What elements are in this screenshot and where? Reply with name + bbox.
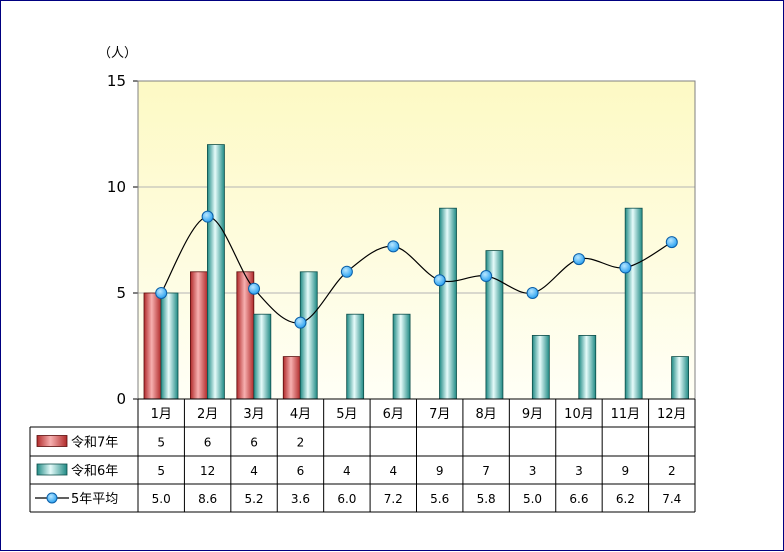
point-5yr-average-6月 xyxy=(387,240,400,253)
point-5yr-average-1月 xyxy=(155,287,168,299)
data-label: 4 xyxy=(343,464,351,478)
bar-reiwa6-3月 xyxy=(253,313,272,400)
legend-label: 令和7年 xyxy=(71,436,118,451)
data-label: 3.6 xyxy=(291,492,310,506)
data-label: 5.8 xyxy=(477,492,496,506)
data-label: 3 xyxy=(575,464,583,478)
point-5yr-average-9月 xyxy=(526,287,539,299)
bar-reiwa6-7月 xyxy=(439,207,457,400)
y-tick-label: 15 xyxy=(107,72,126,90)
bar-reiwa6-4月 xyxy=(299,271,318,400)
data-label: 5.6 xyxy=(430,492,449,506)
y-tick-label: 0 xyxy=(116,390,126,408)
bar-reiwa6-2月 xyxy=(207,144,225,400)
x-tick-label: 8月 xyxy=(475,407,496,422)
plot-area xyxy=(138,81,695,399)
bars xyxy=(143,144,689,400)
x-tick-label: 4月 xyxy=(290,407,311,422)
line-markers xyxy=(155,210,678,329)
legend-label: 令和6年 xyxy=(71,464,118,479)
x-tick-label: 11月 xyxy=(611,407,641,422)
bar-reiwa6-10月 xyxy=(578,334,597,400)
x-tick-label: 7月 xyxy=(429,407,450,422)
x-tick-label: 1月 xyxy=(151,407,172,422)
data-label: 8.6 xyxy=(198,492,217,506)
bar-reiwa6-1月 xyxy=(160,292,179,400)
bar-reiwa6-5月 xyxy=(346,313,365,400)
data-label: 6.0 xyxy=(337,492,356,506)
legend-marker-5yr-average xyxy=(46,492,58,504)
data-label: 6 xyxy=(204,436,212,450)
data-label: 7 xyxy=(482,464,490,478)
data-label: 6.2 xyxy=(616,492,635,506)
data-label: 6 xyxy=(297,464,305,478)
bar-reiwa7-4月 xyxy=(282,356,301,400)
y-tick-label: 10 xyxy=(107,178,126,196)
x-tick-label: 2月 xyxy=(197,407,218,422)
x-tick-label: 9月 xyxy=(522,407,543,422)
data-label: 5.0 xyxy=(152,492,171,506)
data-label: 2 xyxy=(297,436,305,450)
y-unit-label: （人） xyxy=(98,46,137,61)
data-label: 7.4 xyxy=(662,492,681,506)
point-5yr-average-10月 xyxy=(572,253,585,266)
point-5yr-average-7月 xyxy=(433,274,446,287)
legend-swatch-reiwa7 xyxy=(36,435,68,447)
x-tick-label: 5月 xyxy=(336,407,357,422)
data-label: 2 xyxy=(668,464,676,478)
point-5yr-average-3月 xyxy=(248,282,261,295)
x-tick-label: 6月 xyxy=(383,407,404,422)
point-5yr-average-8月 xyxy=(480,270,493,283)
legend-label: 5年平均 xyxy=(71,492,118,507)
bar-reiwa6-6月 xyxy=(392,313,411,400)
bar-reiwa6-12月 xyxy=(671,356,689,400)
data-label: 12 xyxy=(200,464,215,478)
x-tick-label: 10月 xyxy=(564,407,594,422)
legend-swatch-reiwa6 xyxy=(36,463,68,476)
bar-reiwa6-11月 xyxy=(624,207,643,400)
data-label: 5.2 xyxy=(244,492,263,506)
data-label: 5.0 xyxy=(523,492,542,506)
data-label: 6.6 xyxy=(569,492,588,506)
y-tick-label: 5 xyxy=(116,284,126,302)
data-label: 4 xyxy=(250,464,258,478)
data-label: 4 xyxy=(389,464,397,478)
data-label: 9 xyxy=(622,464,630,478)
data-label: 3 xyxy=(529,464,537,478)
data-label: 7.2 xyxy=(384,492,403,506)
point-5yr-average-5月 xyxy=(340,265,353,278)
x-tick-label: 12月 xyxy=(657,407,687,422)
point-5yr-average-2月 xyxy=(201,210,214,223)
point-5yr-average-11月 xyxy=(619,261,632,274)
bar-reiwa6-9月 xyxy=(531,334,550,400)
data-label: 5 xyxy=(157,464,165,478)
bar-reiwa7-2月 xyxy=(190,271,208,400)
x-tick-label: 3月 xyxy=(243,407,264,422)
data-label: 6 xyxy=(250,436,258,450)
bar-reiwa7-1月 xyxy=(143,292,162,400)
point-5yr-average-12月 xyxy=(665,236,678,249)
point-5yr-average-4月 xyxy=(294,316,307,329)
data-label: 9 xyxy=(436,464,444,478)
y-tick-labels: 0 5 10 15 xyxy=(107,72,126,408)
data-label: 5 xyxy=(157,436,165,450)
